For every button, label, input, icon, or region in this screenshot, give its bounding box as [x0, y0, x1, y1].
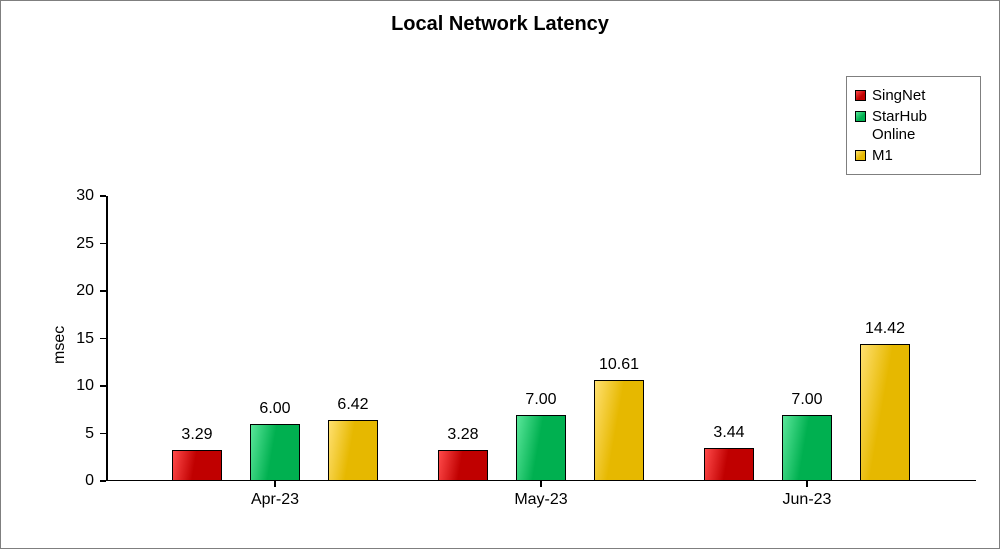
bar-value-label: 7.00	[506, 391, 576, 409]
y-tick-label: 5	[54, 425, 94, 443]
legend-item: M1	[855, 147, 970, 164]
x-category-label: May-23	[481, 491, 601, 509]
y-tick-label: 25	[54, 235, 94, 253]
y-tick	[100, 195, 106, 197]
y-tick	[100, 243, 106, 245]
bar-value-label: 10.61	[584, 356, 654, 374]
y-tick-label: 30	[54, 187, 94, 205]
bar	[438, 450, 488, 481]
x-tick	[806, 481, 808, 487]
plot-area: 051015202530Apr-233.296.006.42May-233.28…	[106, 196, 976, 481]
bar-value-label: 3.29	[162, 426, 232, 444]
bar-value-label: 6.42	[318, 396, 388, 414]
legend-label: SingNet	[872, 87, 925, 104]
bar	[704, 448, 754, 481]
legend-swatch	[855, 90, 866, 101]
y-tick	[100, 290, 106, 292]
y-tick	[100, 385, 106, 387]
y-tick-label: 0	[54, 472, 94, 490]
legend-item: StarHub Online	[855, 108, 970, 143]
bar	[172, 450, 222, 481]
legend: SingNet StarHub Online M1	[846, 76, 981, 175]
legend-item: SingNet	[855, 87, 970, 104]
chart-container: Local Network Latency SingNet StarHub Onl…	[0, 0, 1000, 549]
bar-value-label: 6.00	[240, 400, 310, 418]
x-tick	[540, 481, 542, 487]
legend-swatch	[855, 150, 866, 161]
bar	[782, 415, 832, 482]
y-tick	[100, 338, 106, 340]
chart-title: Local Network Latency	[1, 13, 999, 36]
bar	[516, 415, 566, 482]
x-tick	[274, 481, 276, 487]
bar	[328, 420, 378, 481]
bar	[594, 380, 644, 481]
y-tick-label: 10	[54, 377, 94, 395]
bar	[250, 424, 300, 481]
bar	[860, 344, 910, 481]
legend-swatch	[855, 111, 866, 122]
y-tick	[100, 433, 106, 435]
x-category-label: Jun-23	[747, 491, 867, 509]
bar-value-label: 14.42	[850, 320, 920, 338]
y-tick-label: 15	[54, 330, 94, 348]
y-tick	[100, 480, 106, 482]
x-category-label: Apr-23	[215, 491, 335, 509]
legend-label: StarHub Online	[872, 108, 927, 143]
bar-value-label: 3.28	[428, 426, 498, 444]
legend-label: M1	[872, 147, 893, 164]
y-tick-label: 20	[54, 282, 94, 300]
bar-value-label: 3.44	[694, 424, 764, 442]
y-axis	[106, 196, 108, 481]
bar-value-label: 7.00	[772, 391, 842, 409]
